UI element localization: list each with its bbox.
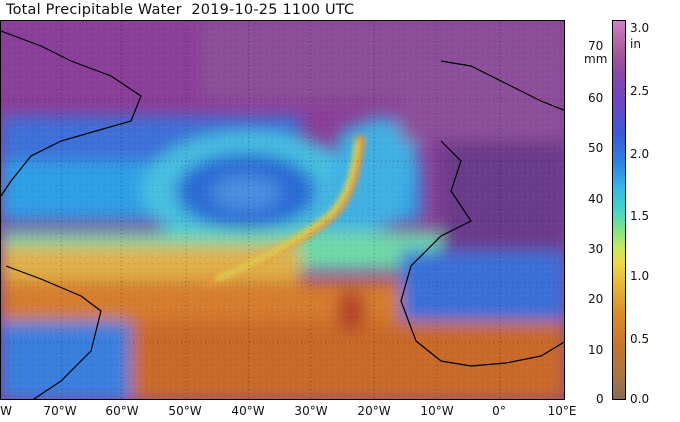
x-tick-label: 30°W: [294, 404, 328, 418]
mm-tick-label: 0: [596, 392, 604, 406]
inch-tick-label: 0.0: [630, 392, 650, 406]
inch-tick-label: 2.5: [630, 84, 650, 98]
mm-tick-label: 70: [588, 39, 604, 53]
x-tick-label: W: [0, 404, 12, 418]
x-tick-label: 10°W: [420, 404, 454, 418]
inch-tick-label: 2.0: [630, 147, 650, 161]
inch-unit-label: in: [630, 37, 641, 51]
x-tick-label: 70°W: [43, 404, 77, 418]
graticule: [1, 21, 564, 399]
mm-tick-label: 30: [588, 242, 604, 256]
chart-title: Total Precipitable Water 2019-10-25 1100…: [6, 2, 355, 18]
x-tick-label: 0°: [492, 404, 506, 418]
mm-unit-label: mm: [584, 52, 608, 66]
mm-tick-label: 60: [588, 91, 604, 105]
x-tick-label: 40°W: [231, 404, 265, 418]
mm-tick-label: 20: [588, 292, 604, 306]
precipitable-water-map[interactable]: [0, 20, 565, 400]
inch-tick-label: 1.0: [630, 269, 650, 283]
mm-tick-label: 40: [588, 192, 604, 206]
x-tick-label: 10°E: [547, 404, 577, 418]
inch-tick-label: 1.5: [630, 209, 650, 223]
inch-tick-label: 3.0: [630, 21, 650, 35]
mm-tick-label: 10: [588, 343, 604, 357]
x-tick-label: 60°W: [105, 404, 139, 418]
mm-tick-label: 50: [588, 141, 604, 155]
inch-tick-label: 0.5: [630, 332, 650, 346]
x-tick-label: 20°W: [357, 404, 391, 418]
x-tick-label: 50°W: [168, 404, 202, 418]
colorbar: [612, 20, 626, 400]
